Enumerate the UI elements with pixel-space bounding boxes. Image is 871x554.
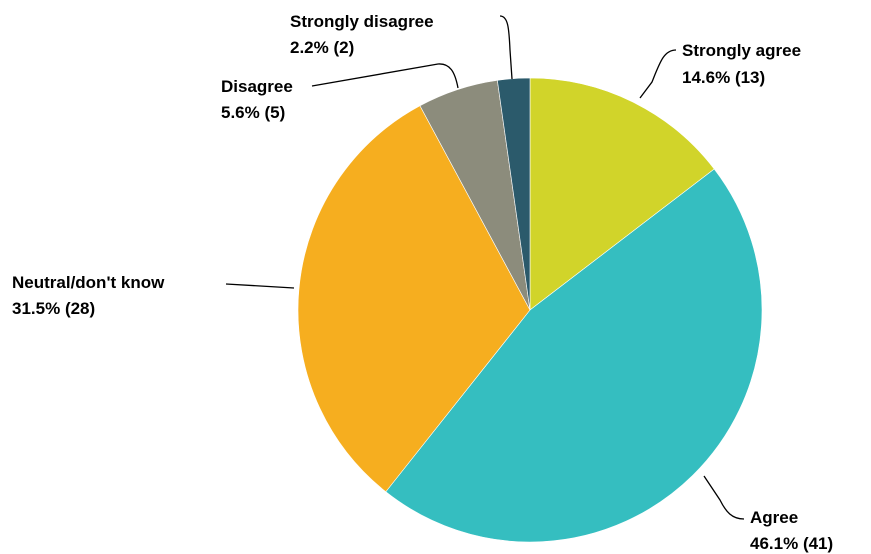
slice-label-strongly-disagree-name: Strongly disagree (290, 12, 434, 31)
slice-count: (2) (333, 38, 354, 57)
slice-label-strongly-agree: Strongly agree 14.6% (13) (682, 41, 801, 87)
leader-agree (703, 475, 745, 520)
slice-strongly-disagree (497, 77, 531, 311)
slice-percent: 14.6% (682, 68, 730, 87)
slice-label-strongly-disagree: Strongly disagree 2.2% (2) (290, 12, 434, 57)
slice-label-agree: Agree 46.1% (41) (750, 508, 833, 553)
slice-percent: 46.1% (750, 534, 798, 553)
slice-label-neutral-value: 31.5% (28) (12, 299, 95, 318)
leader-strongly-agree (639, 49, 677, 99)
slice-percent: 31.5% (12, 299, 60, 318)
slice-label-agree-value: 46.1% (41) (750, 534, 833, 553)
slice-label-agree-name: Agree (750, 508, 798, 527)
slice-label-strongly-agree-name: Strongly agree (682, 41, 801, 60)
slice-percent: 2.2% (290, 38, 329, 57)
slice-count: (5) (264, 103, 285, 122)
slice-count: (28) (65, 299, 95, 318)
slice-label-neutral: Neutral/don't know 31.5% (28) (12, 273, 165, 318)
slice-label-disagree-name: Disagree (221, 77, 293, 96)
leader-neutral (225, 283, 295, 289)
slice-label-strongly-disagree-value: 2.2% (2) (290, 38, 354, 57)
leader-disagree (311, 63, 459, 89)
slice-neutral (297, 105, 531, 493)
slice-count: (13) (735, 68, 765, 87)
slice-strongly-agree (529, 77, 715, 311)
slice-label-disagree: Disagree 5.6% (5) (221, 77, 293, 122)
leader-strongly-disagree (499, 15, 513, 80)
pie-slices (297, 77, 763, 543)
slice-label-disagree-value: 5.6% (5) (221, 103, 285, 122)
slice-percent: 5.6% (221, 103, 260, 122)
slice-agree (385, 168, 763, 543)
slice-count: (41) (803, 534, 833, 553)
slice-label-neutral-name: Neutral/don't know (12, 273, 165, 292)
leader-lines (225, 15, 745, 520)
slice-label-strongly-agree-value: 14.6% (13) (682, 68, 765, 87)
